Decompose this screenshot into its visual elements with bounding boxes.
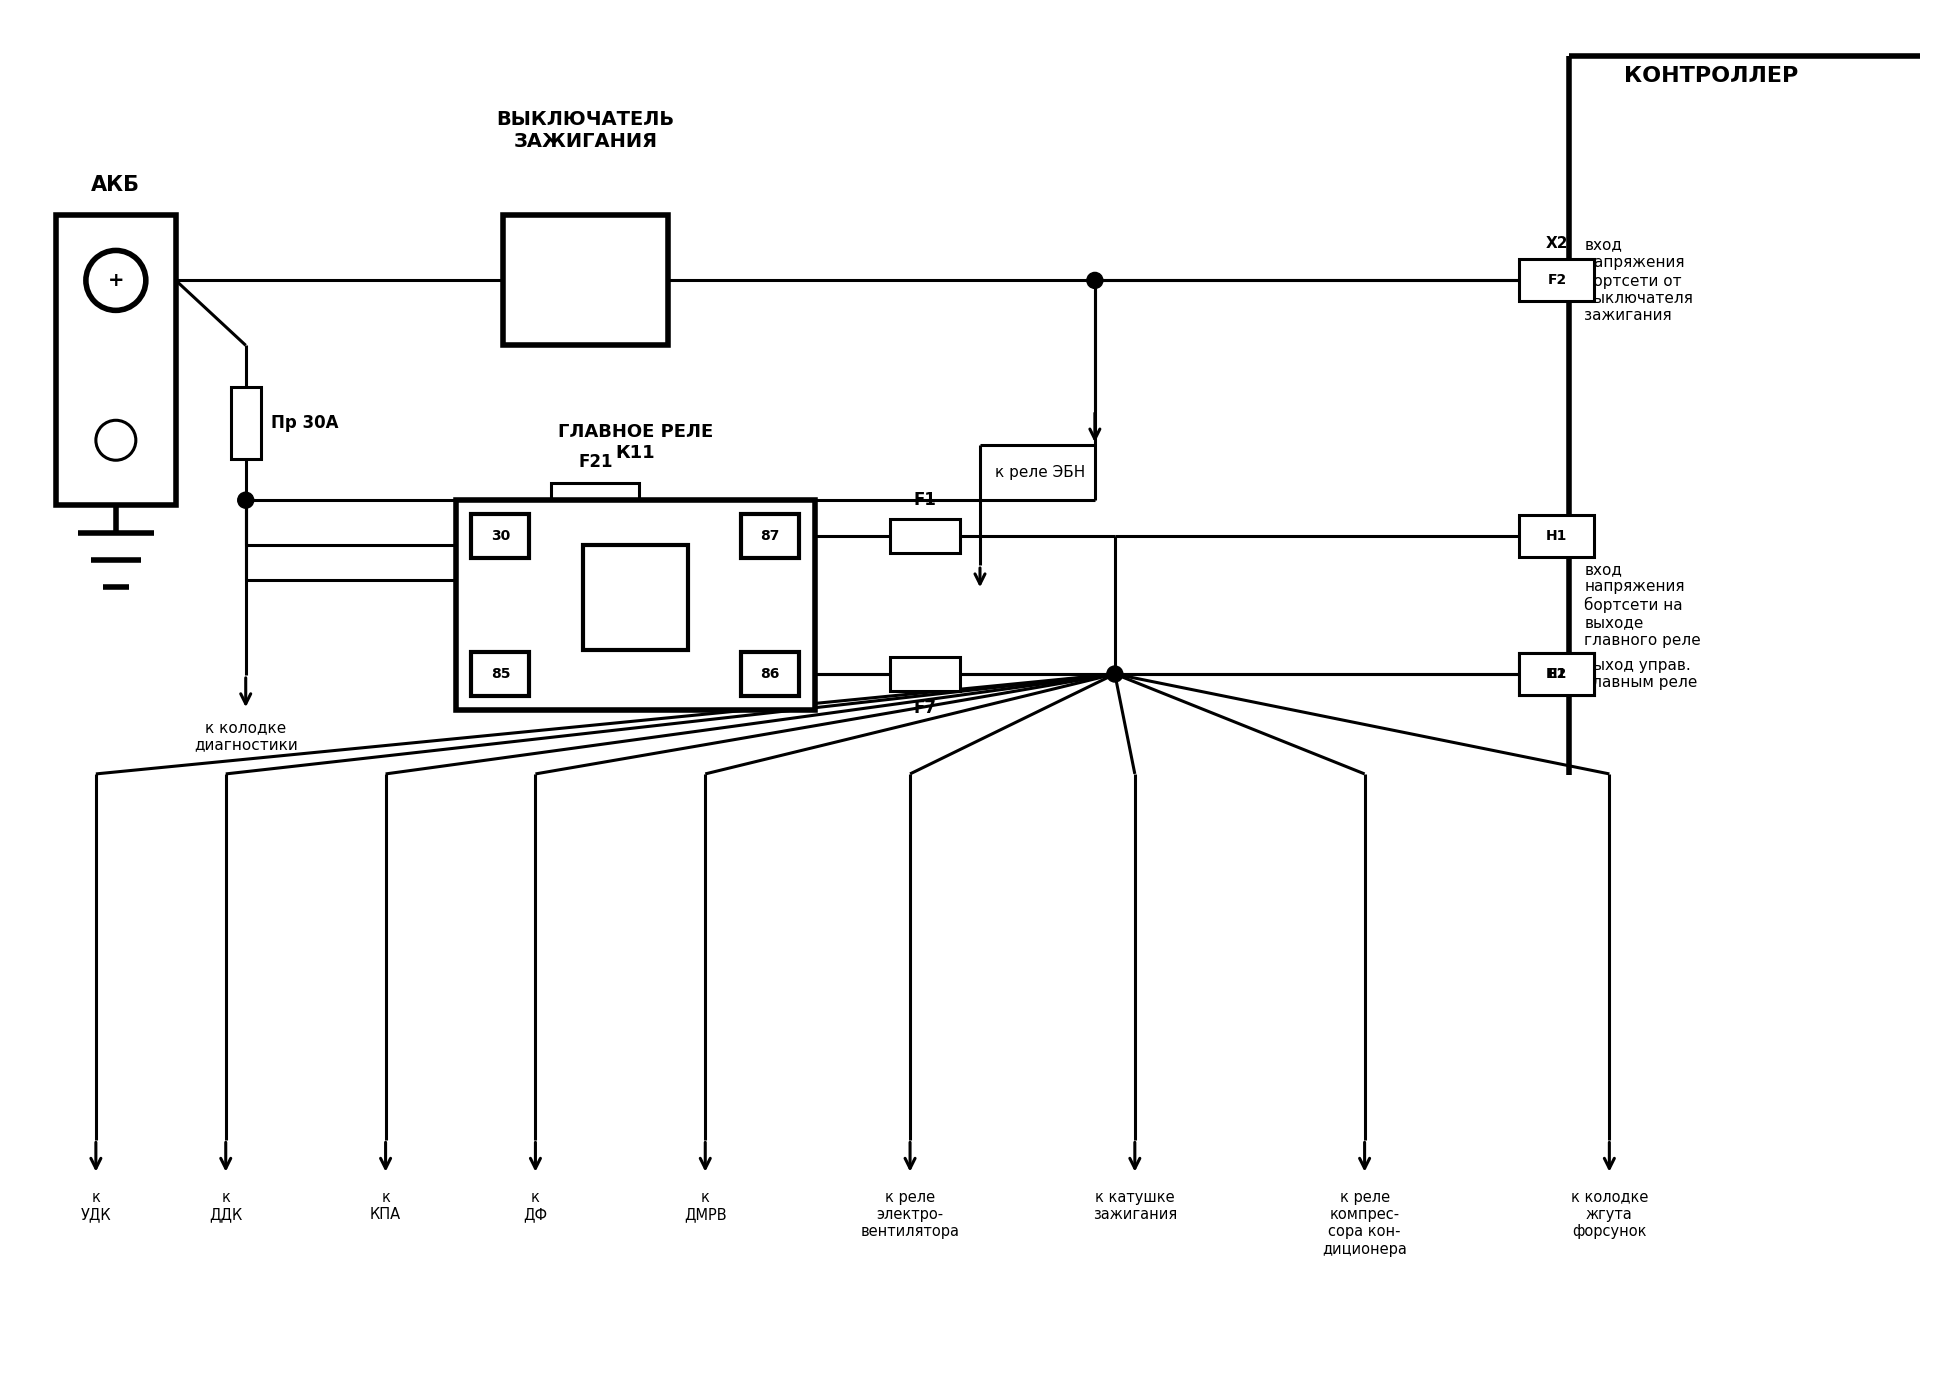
Text: к
УДК: к УДК: [81, 1190, 110, 1222]
Text: X2: X2: [1545, 237, 1568, 252]
Text: ВЫКЛЮЧАТЕЛЬ
ЗАЖИГАНИЯ: ВЫКЛЮЧАТЕЛЬ ЗАЖИГАНИЯ: [496, 109, 674, 151]
Bar: [741, 652, 800, 697]
Bar: [503, 216, 668, 345]
Text: F21: F21: [579, 453, 612, 471]
Text: F2: F2: [1547, 273, 1566, 288]
Text: к
КПА: к КПА: [370, 1190, 401, 1222]
Bar: [552, 483, 639, 517]
Text: к
ДМРВ: к ДМРВ: [683, 1190, 726, 1222]
Text: Пр 30А: Пр 30А: [271, 414, 339, 432]
Circle shape: [1107, 666, 1123, 681]
Text: H1: H1: [1547, 529, 1568, 543]
Bar: [891, 656, 960, 691]
Text: к
ДДК: к ДДК: [209, 1190, 242, 1222]
Bar: [1520, 259, 1595, 302]
Text: ГЛАВНОЕ РЕЛЕ
К11: ГЛАВНОЕ РЕЛЕ К11: [558, 424, 712, 463]
Text: вход
напряжения
бортсети на
выходе
главного реле: вход напряжения бортсети на выходе главн…: [1584, 562, 1702, 648]
Text: 85: 85: [490, 668, 511, 681]
Bar: [455, 500, 815, 711]
Text: 87: 87: [761, 529, 780, 543]
Text: к реле
компрес-
сора кон-
диционера: к реле компрес- сора кон- диционера: [1322, 1190, 1407, 1256]
Bar: [56, 216, 176, 506]
Text: вход
напряжения
бортсети от
выключателя
зажигания: вход напряжения бортсети от выключателя …: [1584, 237, 1694, 324]
Text: АКБ: АКБ: [91, 176, 139, 195]
Text: 30: 30: [492, 529, 509, 543]
Text: F7: F7: [914, 699, 937, 717]
Text: к
ДФ: к ДФ: [523, 1190, 548, 1222]
Text: к колодке
диагностики: к колодке диагностики: [194, 720, 298, 752]
Text: F1: F1: [914, 492, 937, 510]
Text: к колодке
жгута
форсунок: к колодке жгута форсунок: [1570, 1190, 1648, 1240]
Bar: [1520, 654, 1595, 695]
Circle shape: [1086, 273, 1104, 288]
Bar: [1520, 654, 1595, 695]
Bar: [472, 652, 529, 697]
Bar: [583, 544, 687, 650]
Text: 86: 86: [761, 668, 780, 681]
Text: H2: H2: [1547, 668, 1568, 681]
Text: к катушке
зажигания: к катушке зажигания: [1092, 1190, 1177, 1222]
Bar: [891, 519, 960, 553]
Bar: [1520, 515, 1595, 557]
Bar: [230, 386, 261, 458]
Bar: [472, 514, 529, 558]
Bar: [741, 514, 800, 558]
Text: КОНТРОЛЛЕР: КОНТРОЛЛЕР: [1624, 65, 1799, 86]
Text: к реле ЭБН: к реле ЭБН: [995, 465, 1084, 481]
Text: выход управ.
главным реле: выход управ. главным реле: [1584, 658, 1698, 690]
Circle shape: [238, 492, 254, 508]
Text: E1: E1: [1547, 668, 1566, 681]
Text: +: +: [108, 271, 124, 289]
Text: к реле
электро-
вентилятора: к реле электро- вентилятора: [862, 1190, 960, 1240]
